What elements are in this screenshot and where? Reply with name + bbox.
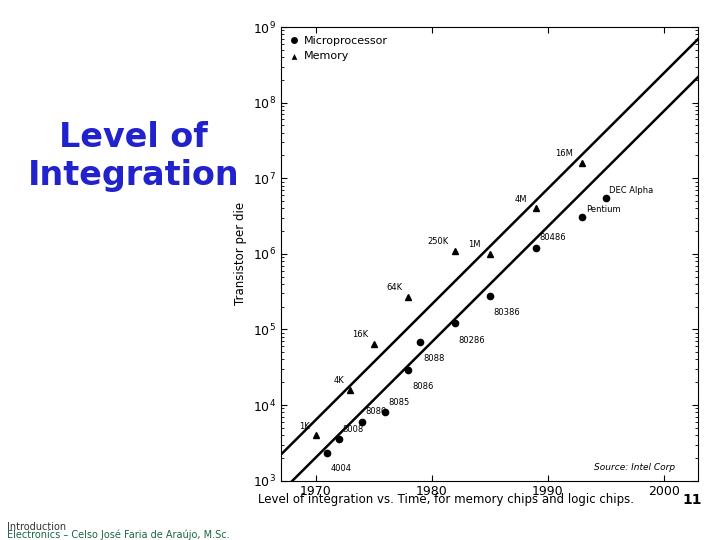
Text: 11: 11: [683, 492, 702, 507]
Text: 64K: 64K: [387, 283, 402, 292]
Text: 8085: 8085: [389, 398, 410, 407]
Text: 16M: 16M: [555, 149, 573, 158]
Text: Electronics – Celso José Faria de Araújo, M.Sc.: Electronics – Celso José Faria de Araújo…: [7, 529, 230, 540]
Text: 1K: 1K: [299, 422, 310, 430]
Text: 80486: 80486: [539, 233, 566, 242]
Text: Level of integration vs. Time, for memory chips and logic chips.: Level of integration vs. Time, for memor…: [258, 493, 634, 506]
Text: 4K: 4K: [334, 376, 345, 385]
Text: 1M: 1M: [468, 240, 480, 249]
Text: Introduction: Introduction: [7, 522, 66, 531]
Text: 16K: 16K: [351, 330, 368, 339]
Text: 4004: 4004: [330, 464, 351, 473]
Text: 8086: 8086: [412, 382, 433, 391]
Text: 80286: 80286: [458, 335, 485, 345]
Text: Level of
Integration: Level of Integration: [27, 121, 239, 192]
Text: Pentium: Pentium: [586, 205, 621, 214]
Legend: Microprocessor, Memory: Microprocessor, Memory: [287, 32, 392, 65]
Text: 80386: 80386: [493, 308, 520, 318]
Text: 8080: 8080: [366, 408, 387, 416]
Text: 4M: 4M: [514, 195, 527, 204]
Text: DEC Alpha: DEC Alpha: [609, 186, 653, 195]
Text: 250K: 250K: [428, 237, 449, 246]
Text: 8088: 8088: [423, 354, 445, 363]
Text: 8008: 8008: [342, 425, 364, 434]
Text: Source: Intel Corp: Source: Intel Corp: [594, 463, 675, 471]
Y-axis label: Transistor per die: Transistor per die: [234, 202, 248, 305]
